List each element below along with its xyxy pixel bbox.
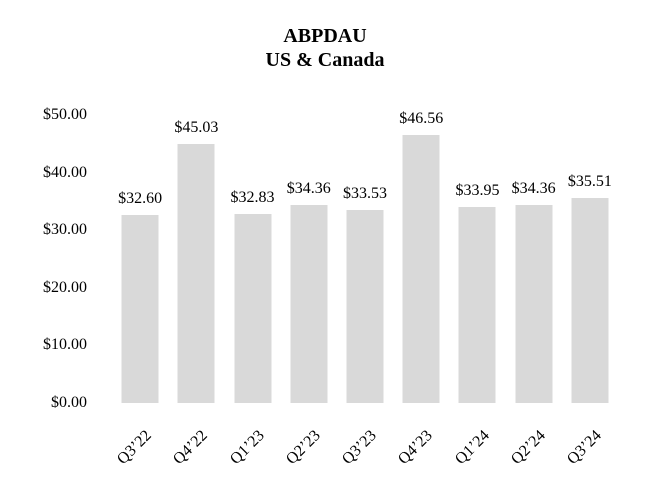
bar-value-label: $33.95 xyxy=(455,182,500,200)
y-tick-label: $20.00 xyxy=(43,278,87,296)
y-tick-label: $40.00 xyxy=(43,163,87,181)
bar-slot: $35.51 xyxy=(562,90,618,403)
bar xyxy=(402,134,440,403)
x-tick-label: Q1’24 xyxy=(451,427,493,468)
y-tick-label: $30.00 xyxy=(43,221,87,239)
x-tick-label: Q4’23 xyxy=(395,427,437,468)
bar-slot: $34.36 xyxy=(506,90,562,403)
x-tick-label: Q4’22 xyxy=(170,427,212,468)
bar-slot: $33.95 xyxy=(449,90,505,403)
bar-slot: $32.60 xyxy=(112,90,168,403)
bar-value-label: $35.51 xyxy=(567,173,612,191)
chart-title-line2: US & Canada xyxy=(265,49,385,71)
bar xyxy=(571,198,609,403)
x-tick-label: Q2’23 xyxy=(282,427,324,468)
plot-area: $32.60 $45.03 $32.83 $34.36 $33.53 $46.56 $33.… xyxy=(112,90,618,403)
bar-value-label: $32.60 xyxy=(118,190,163,208)
x-tick-label: Q1’23 xyxy=(226,427,268,468)
bar xyxy=(290,205,328,403)
bar xyxy=(458,207,496,403)
bar xyxy=(346,209,384,403)
chart-title: ABPDAU US & Canada xyxy=(0,24,650,72)
x-tick-label: Q3’24 xyxy=(563,427,605,468)
bar-value-label: $45.03 xyxy=(174,118,219,136)
chart-title-line1: ABPDAU xyxy=(283,25,367,47)
x-tick-label: Q3’22 xyxy=(114,427,156,468)
x-tick-label: Q2’24 xyxy=(507,427,549,468)
bar-slot: $32.83 xyxy=(224,90,280,403)
bar-value-label: $34.36 xyxy=(286,180,331,198)
bar-value-label: $32.83 xyxy=(230,188,275,206)
bar-slot: $33.53 xyxy=(337,90,393,403)
bar xyxy=(121,215,159,403)
bar xyxy=(515,205,553,403)
bar-slot: $45.03 xyxy=(168,90,224,403)
x-tick-label: Q3’23 xyxy=(339,427,381,468)
bar xyxy=(177,143,215,403)
bar-value-label: $46.56 xyxy=(399,109,444,127)
bar xyxy=(234,213,272,403)
y-tick-label: $10.00 xyxy=(43,336,87,354)
bar-slot: $46.56 xyxy=(393,90,449,403)
bar-value-label: $34.36 xyxy=(511,180,556,198)
y-tick-label: $50.00 xyxy=(43,106,87,123)
y-tick-label: $0.00 xyxy=(51,394,87,411)
bar-slot: $34.36 xyxy=(281,90,337,403)
bar-value-label: $33.53 xyxy=(342,184,387,202)
